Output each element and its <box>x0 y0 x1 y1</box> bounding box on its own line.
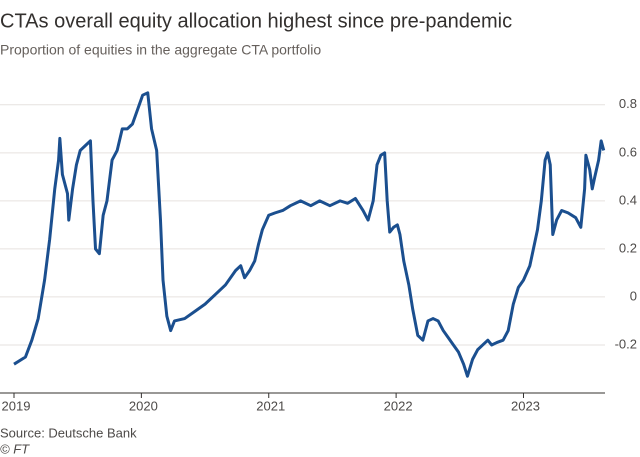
y-tick-label: 0.4 <box>619 192 637 207</box>
chart-subtitle: Proportion of equities in the aggregate … <box>0 42 321 58</box>
source: Source: Deutsche Bank <box>0 425 137 440</box>
x-tick-label: 2021 <box>256 398 285 413</box>
y-tick-label: 0.6 <box>619 144 637 159</box>
x-tick-label: 2020 <box>129 398 158 413</box>
y-tick-label: 0 <box>630 288 637 303</box>
chart-title: CTAs overall equity allocation highest s… <box>0 10 512 32</box>
x-tick-label: 2022 <box>384 398 413 413</box>
y-tick-label: 0.8 <box>619 96 637 111</box>
x-tick-label: 2019 <box>2 398 31 413</box>
y-tick-label: -0.2 <box>615 336 637 351</box>
x-tick-label: 2023 <box>511 398 540 413</box>
line <box>13 91 606 378</box>
credit: © FT <box>0 441 30 456</box>
y-tick-label: 0.2 <box>619 240 637 255</box>
